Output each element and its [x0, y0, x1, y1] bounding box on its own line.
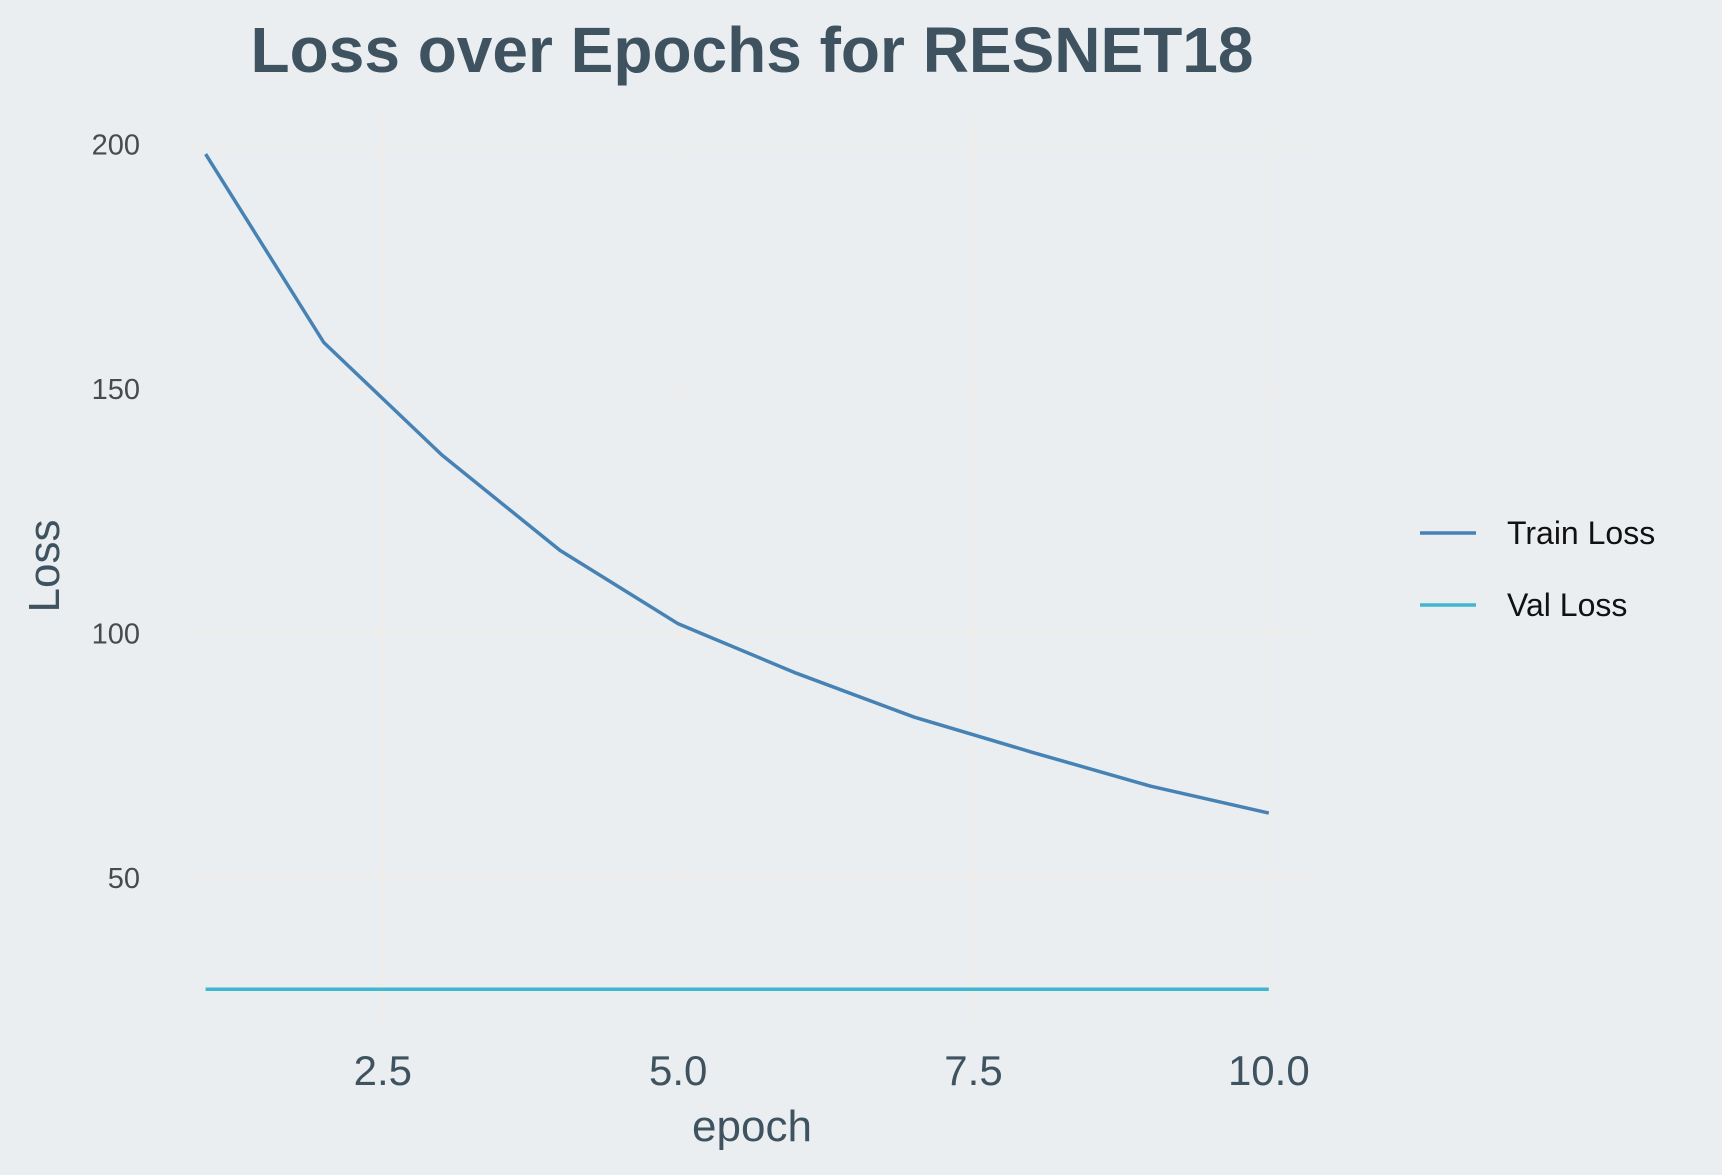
y-tick-label: 200: [92, 129, 140, 161]
x-tick-label: 5.0: [649, 1047, 707, 1094]
series-line-train-loss: [204, 153, 1270, 815]
x-axis-ticks: 2.5 5.0 7.5 10.0: [354, 1047, 1310, 1094]
legend-label: Train Loss: [1507, 515, 1655, 551]
y-tick-label: 150: [92, 374, 140, 406]
y-axis-ticks: 50 100 150 200: [92, 129, 140, 895]
legend-label: Val Loss: [1507, 587, 1627, 623]
y-tick-label: 50: [108, 863, 140, 895]
chart-title: Loss over Epochs for RESNET18: [251, 14, 1254, 86]
legend-item-val-loss: Val Loss: [1420, 587, 1627, 623]
y-axis-label: Loss: [20, 520, 69, 613]
x-tick-label: 10.0: [1228, 1047, 1310, 1094]
x-tick-label: 7.5: [944, 1047, 1002, 1094]
legend: Train Loss Val Loss: [1420, 515, 1655, 623]
legend-item-train-loss: Train Loss: [1420, 515, 1655, 551]
x-axis-label: epoch: [692, 1102, 812, 1151]
y-tick-label: 100: [92, 619, 140, 651]
x-tick-label: 2.5: [354, 1047, 412, 1094]
series-lines: [204, 153, 1270, 991]
